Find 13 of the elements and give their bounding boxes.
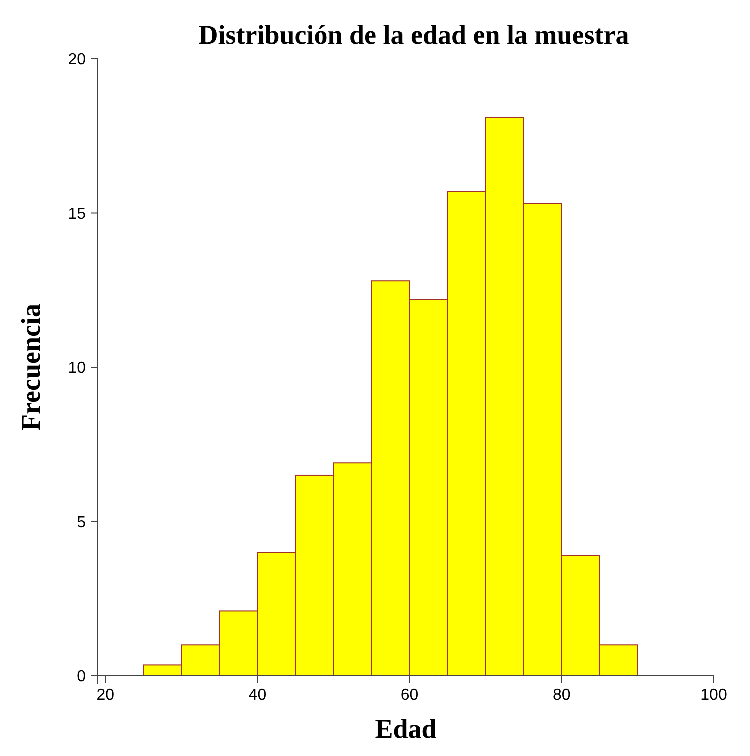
x-axis-title: Edad xyxy=(375,714,437,744)
y-tick-label: 10 xyxy=(68,360,86,378)
y-axis-title: Frecuencia xyxy=(16,304,46,431)
y-tick-label: 15 xyxy=(68,206,86,223)
x-tick-label: 20 xyxy=(96,687,115,704)
chart-title: Distribución de la edad en la muestra xyxy=(198,20,630,50)
y-tick-label: 20 xyxy=(68,52,86,69)
x-tick-label: 80 xyxy=(553,687,571,704)
x-tick-label: 40 xyxy=(248,687,267,704)
y-tick-label: 5 xyxy=(77,514,86,532)
x-tick-label: 100 xyxy=(700,687,728,704)
x-tick-label: 60 xyxy=(400,687,419,704)
y-tick-label: 0 xyxy=(77,668,86,686)
